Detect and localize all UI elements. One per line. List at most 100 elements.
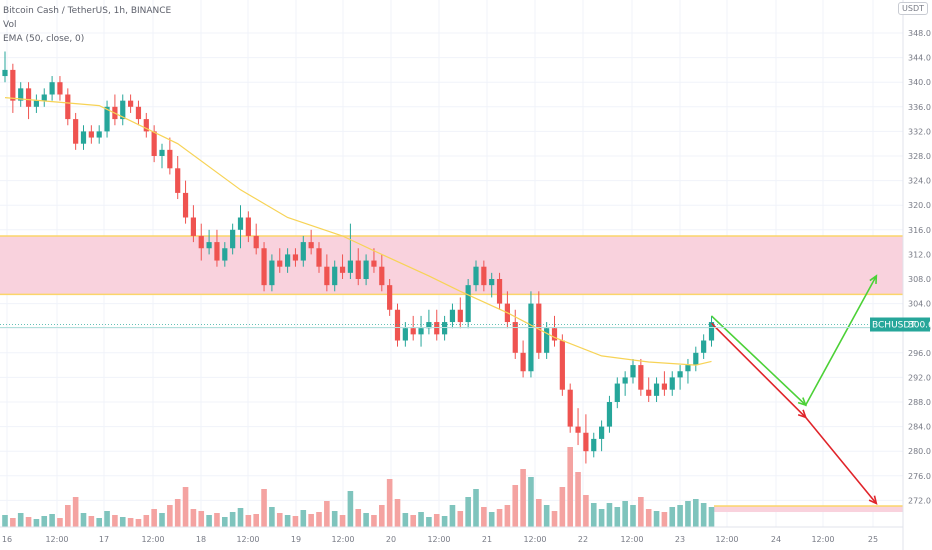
candle-body bbox=[65, 94, 71, 120]
volume-bar bbox=[488, 512, 495, 527]
candle-body bbox=[544, 328, 550, 353]
candle-body bbox=[10, 69, 16, 101]
candle-body bbox=[677, 371, 683, 378]
candle-body bbox=[308, 242, 314, 249]
volume-bar bbox=[300, 510, 307, 527]
volume-bar bbox=[135, 519, 142, 527]
volume-bar bbox=[276, 513, 283, 527]
candle-body bbox=[442, 322, 448, 335]
candle-body bbox=[646, 389, 652, 396]
price-tick-label: 272.0 bbox=[908, 496, 931, 505]
candle-body bbox=[551, 328, 558, 341]
candle-body bbox=[693, 352, 699, 366]
candle-body bbox=[496, 279, 503, 304]
volume-bar bbox=[198, 511, 205, 527]
price-tick-label: 312.0 bbox=[908, 250, 931, 259]
lower-zone-box bbox=[714, 506, 903, 513]
candle-body bbox=[371, 260, 377, 267]
volume-bar bbox=[559, 487, 566, 527]
volume-bar bbox=[127, 518, 134, 527]
vol-indicator-line[interactable]: Vol bbox=[3, 20, 17, 30]
price-tick-label: 316.0 bbox=[908, 226, 931, 235]
volume-bar bbox=[449, 505, 456, 527]
volume-bar bbox=[669, 507, 676, 527]
candle-body bbox=[316, 248, 322, 267]
price-tick-label: 336.0 bbox=[908, 103, 931, 112]
price-tick-label: 276.0 bbox=[908, 472, 931, 481]
candle-body bbox=[622, 377, 628, 384]
volume-bar bbox=[2, 515, 8, 527]
candle-body bbox=[198, 235, 204, 249]
volume-bar bbox=[159, 513, 165, 527]
candle-body bbox=[661, 383, 667, 390]
time-tick-label: 18 bbox=[196, 535, 206, 544]
time-tick-label: 12:00 bbox=[427, 535, 450, 544]
chart-legend: Bitcoin Cash / TetherUS, 1h, BINANCE Vol… bbox=[3, 4, 171, 46]
projection-green-arrowhead bbox=[869, 274, 878, 284]
candle-body bbox=[80, 131, 87, 144]
volume-bar bbox=[119, 517, 126, 527]
time-axis[interactable]: 16 12:00 17 12:00 18 12:00 19 12:00 20 12:00 21 12:… bbox=[0, 526, 903, 544]
price-tick-label: 320.0 bbox=[908, 201, 931, 210]
time-tick-label: 12:00 bbox=[236, 535, 259, 544]
candle-body bbox=[135, 106, 142, 120]
volume-bar bbox=[167, 505, 173, 527]
volume-bar bbox=[65, 505, 71, 527]
candle-body bbox=[379, 266, 385, 286]
volume-bar bbox=[222, 517, 228, 527]
time-tick-label: 20 bbox=[386, 535, 396, 544]
price-axis[interactable]: 272.0276.0280.0284.0288.0292.0296.0300.0… bbox=[902, 0, 931, 550]
projection-arrows bbox=[710, 274, 878, 505]
volume-bar bbox=[528, 477, 534, 527]
projection-green-path bbox=[710, 275, 878, 407]
candle-body bbox=[426, 322, 432, 329]
candle-body bbox=[25, 88, 32, 107]
price-tick-label: 292.0 bbox=[908, 373, 931, 382]
candle-body bbox=[394, 309, 401, 341]
volume-bar bbox=[379, 505, 385, 527]
candle-body bbox=[88, 131, 94, 138]
candle-body bbox=[277, 260, 283, 267]
time-tick-label: 24 bbox=[771, 535, 781, 544]
volume-bar bbox=[441, 516, 448, 527]
price-tick-label: 296.0 bbox=[908, 349, 931, 358]
currency-unit-badge[interactable]: USDT bbox=[898, 2, 928, 15]
volume-bar bbox=[426, 517, 432, 527]
price-tick-label: 348.0 bbox=[908, 29, 931, 38]
volume-bar bbox=[104, 511, 110, 527]
price-tick-label: 280.0 bbox=[908, 447, 931, 456]
volume-bar bbox=[143, 515, 150, 527]
candle-body bbox=[685, 365, 691, 372]
candle-body bbox=[2, 69, 8, 77]
candle-body bbox=[57, 82, 63, 95]
candle-body bbox=[465, 285, 471, 323]
volume-bar bbox=[457, 511, 464, 527]
candle-body bbox=[638, 365, 644, 390]
volume-bar bbox=[229, 512, 236, 527]
price-tick-label: 308.0 bbox=[908, 275, 931, 284]
time-tick-label: 12:00 bbox=[523, 535, 546, 544]
projection-green-arrowhead bbox=[797, 397, 808, 407]
volume-bar bbox=[292, 516, 299, 527]
volume-bar bbox=[245, 515, 252, 527]
candle-body bbox=[512, 322, 518, 353]
candle-body bbox=[363, 260, 369, 279]
zone-box bbox=[0, 235, 903, 295]
volume-bar bbox=[72, 497, 79, 527]
candle-body bbox=[614, 383, 620, 402]
candlesticks bbox=[2, 51, 715, 464]
candle-body bbox=[261, 248, 267, 286]
volume-bar bbox=[645, 509, 652, 527]
volume-bar bbox=[677, 505, 683, 527]
time-tick-label: 21 bbox=[482, 535, 492, 544]
ema-indicator-line[interactable]: EMA (50, close, 0) bbox=[3, 34, 85, 44]
symbol-line[interactable]: Bitcoin Cash / TetherUS, 1h, BINANCE bbox=[3, 6, 172, 16]
volume-bar bbox=[433, 514, 440, 527]
volume-bar bbox=[583, 495, 589, 527]
candle-body bbox=[269, 260, 275, 286]
candle-body bbox=[481, 266, 487, 286]
volume-bar bbox=[622, 501, 628, 527]
price-tag: BCHUSDT 300.6 bbox=[870, 317, 932, 332]
volume-bar bbox=[394, 499, 401, 527]
